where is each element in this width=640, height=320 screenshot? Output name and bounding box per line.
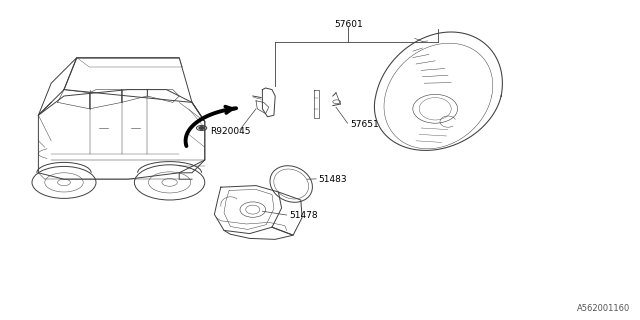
Circle shape bbox=[199, 127, 204, 129]
Text: R920045: R920045 bbox=[210, 127, 250, 136]
Text: 57601: 57601 bbox=[334, 20, 362, 29]
Text: A562001160: A562001160 bbox=[577, 304, 630, 313]
Text: 57651: 57651 bbox=[351, 120, 380, 129]
Text: 51483: 51483 bbox=[319, 175, 348, 184]
Text: 51478: 51478 bbox=[289, 212, 318, 220]
